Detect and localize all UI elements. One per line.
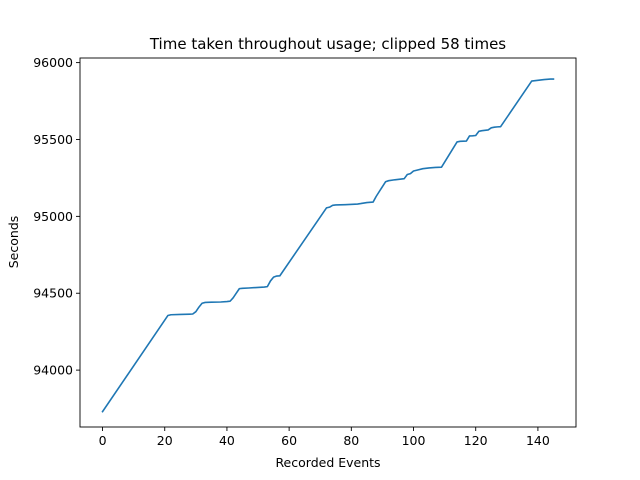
x-tick-label: 60 <box>281 433 297 448</box>
x-tick-label: 20 <box>157 433 173 448</box>
axes-frame <box>79 57 577 428</box>
x-tick-label: 100 <box>402 433 426 448</box>
chart-title: Time taken throughout usage; clipped 58 … <box>149 35 506 53</box>
x-tick-label: 0 <box>99 433 107 448</box>
x-tick-label: 120 <box>464 433 488 448</box>
x-tick-label: 40 <box>219 433 235 448</box>
x-tick-label: 140 <box>526 433 550 448</box>
y-axis-label: Seconds <box>6 216 21 269</box>
y-tick-label: 95000 <box>33 209 73 224</box>
x-tick-label: 80 <box>343 433 359 448</box>
x-axis-label: Recorded Events <box>275 455 380 470</box>
series-line-0 <box>101 78 555 413</box>
plot-area: 0 20 40 60 80 100 120 140 94000 94500 95000 95500 96… <box>33 55 577 448</box>
y-tick-label: 95500 <box>33 132 73 147</box>
y-tick-label: 94000 <box>33 363 73 378</box>
y-tick-label: 94500 <box>33 286 73 301</box>
y-tick-label: 96000 <box>33 55 73 70</box>
